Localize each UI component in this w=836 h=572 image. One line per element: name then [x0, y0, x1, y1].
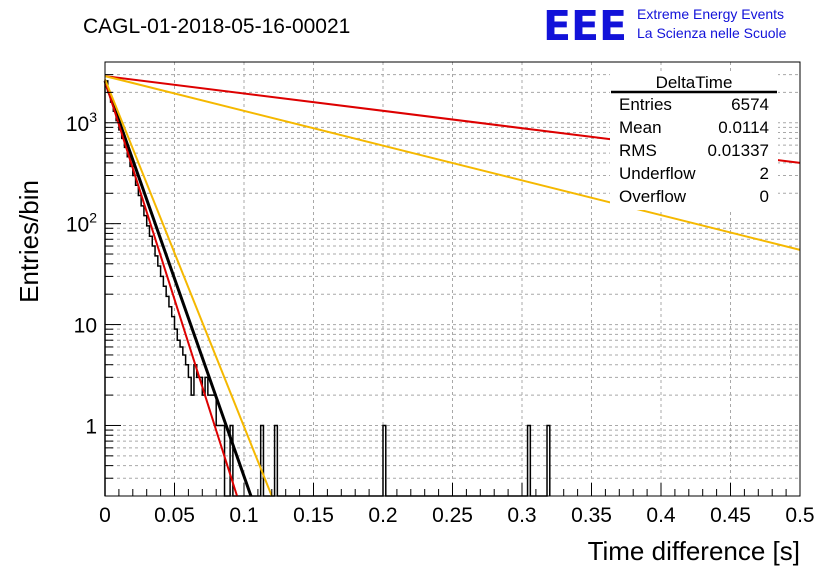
- logo-line-2: La Scienza nelle Scuole: [637, 25, 787, 41]
- axis-ticks: [104, 61, 801, 497]
- stats-row-value: 0.01337: [708, 141, 769, 160]
- fit-line-5: [104, 78, 273, 497]
- stats-background: [610, 72, 778, 210]
- chart-title: CAGL-01-2018-05-16-00021: [83, 15, 350, 38]
- stats-row-label: RMS: [619, 141, 657, 160]
- fit-line-4: [104, 80, 239, 497]
- stats-row-value: 0: [760, 187, 769, 206]
- stats-row-value: 0.0114: [718, 118, 769, 137]
- x-tick-label: 0.25: [432, 504, 473, 527]
- y-axis-label: Entries/bin: [14, 180, 44, 303]
- y-tick-label: 103: [66, 109, 97, 136]
- stats-rows: Entries 6574 Mean 0.0114 RMS 0.01337 Underflow…: [619, 95, 769, 206]
- x-tick-label: 0.1: [229, 504, 258, 527]
- stats-row-label: Mean: [619, 118, 662, 137]
- x-tick-label: 0.05: [154, 504, 195, 527]
- x-axis-label: Time difference [s]: [588, 536, 800, 566]
- x-tick-label: 0.15: [293, 504, 334, 527]
- y-tick-label: 10: [74, 315, 97, 338]
- stats-row-label: Entries: [619, 95, 672, 114]
- x-tick-label: 0.45: [710, 504, 751, 527]
- eee-logo: EEE Extreme Energy Events La Scienza nel…: [543, 2, 787, 50]
- stats-row-value: 2: [760, 164, 769, 183]
- x-tick-label: 0: [99, 504, 111, 527]
- x-tick-label: 0.5: [785, 504, 814, 527]
- x-tick-labels: 0 0.05 0.1 0.15 0.2 0.25 0.3 0.35 0.4 0.45 0.5: [99, 504, 814, 527]
- fit-line-3: [103, 80, 253, 497]
- logo-mark: EEE: [543, 2, 627, 50]
- logo-line-1: Extreme Energy Events: [637, 6, 784, 22]
- fit-line-2: [104, 75, 801, 251]
- y-tick-label: 102: [66, 210, 97, 237]
- y-tick-label: 1: [85, 415, 97, 438]
- stats-box: DeltaTime Entries 6574 Mean 0.0114 RMS 0.0133…: [610, 72, 778, 210]
- y-tick-labels: 1 10 102 103: [66, 109, 97, 439]
- x-tick-label: 0.35: [571, 504, 612, 527]
- stats-row-label: Underflow: [619, 164, 696, 183]
- stats-row-label: Overflow: [619, 187, 687, 206]
- grid-lines: [105, 61, 800, 497]
- stats-title: DeltaTime: [656, 73, 733, 92]
- x-tick-label: 0.4: [646, 504, 676, 527]
- x-tick-label: 0.3: [507, 504, 536, 527]
- x-tick-label: 0.2: [368, 504, 397, 527]
- stats-row-value: 6574: [731, 95, 769, 114]
